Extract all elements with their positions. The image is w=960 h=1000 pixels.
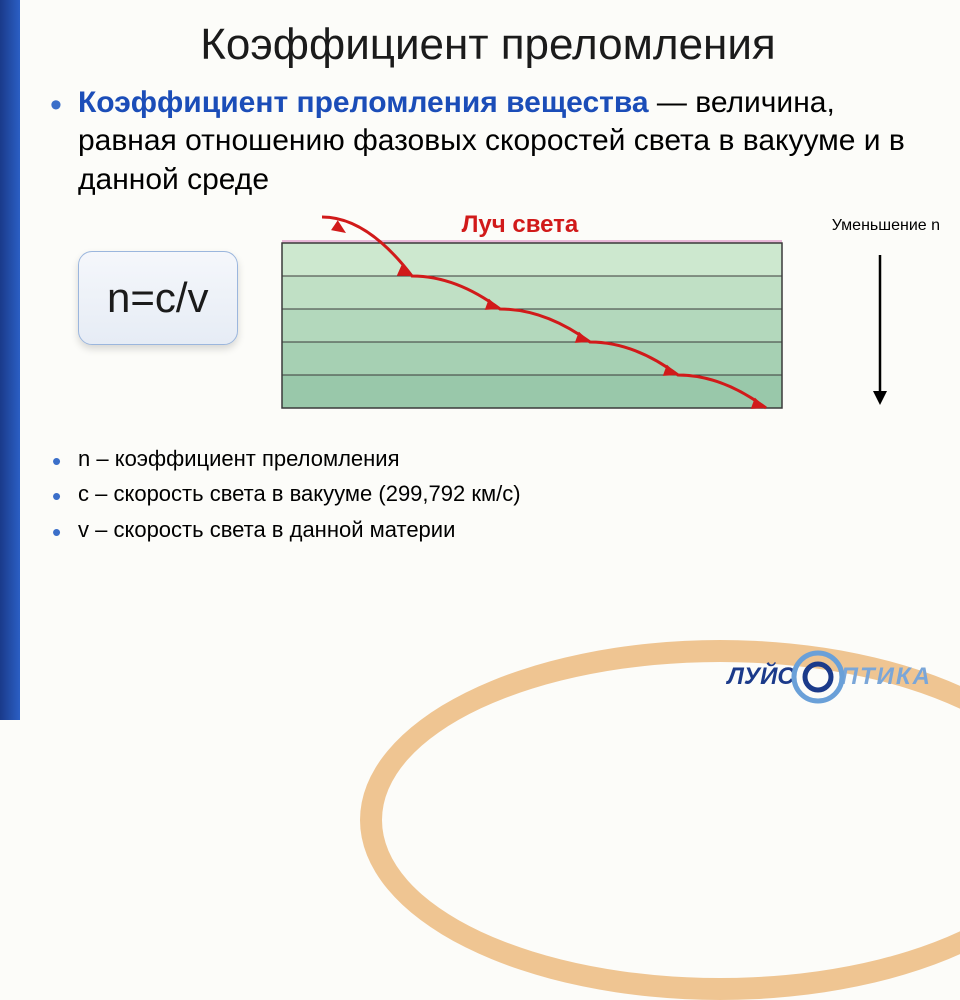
formula-box: n=c/v [78, 251, 238, 345]
logo-text-ptika: ПТИКА [841, 663, 932, 691]
logo-text-luis: ЛУЙС [727, 663, 794, 691]
left-accent-bar [0, 0, 20, 720]
slide-content: Коэффициент преломления Коэффициент прел… [40, 20, 936, 547]
ray-label: Луч света [462, 211, 579, 239]
legend-item: n – коэффициент преломления [78, 441, 936, 476]
reduce-n-label: Уменьшение n [832, 217, 940, 235]
page-title: Коэффициент преломления [40, 20, 936, 70]
legend-item: с – скорость света в вакууме (299,792 км… [78, 476, 936, 511]
legend: n – коэффициент преломленияс – скорость … [78, 441, 936, 547]
logo: ЛУЙС ПТИКА [727, 648, 932, 706]
refraction-diagram: Луч света Уменьшение n [262, 213, 936, 423]
legend-item: v – скорость света в данной материи [78, 512, 936, 547]
definition-block: Коэффициент преломления вещества — велич… [78, 84, 918, 199]
definition-term: Коэффициент преломления вещества [78, 86, 649, 119]
formula-and-diagram: n=c/v Луч света Уменьшение n [78, 213, 936, 423]
down-arrow-icon [870, 255, 890, 405]
logo-ring-icon [789, 648, 847, 706]
layers-svg [282, 243, 802, 443]
